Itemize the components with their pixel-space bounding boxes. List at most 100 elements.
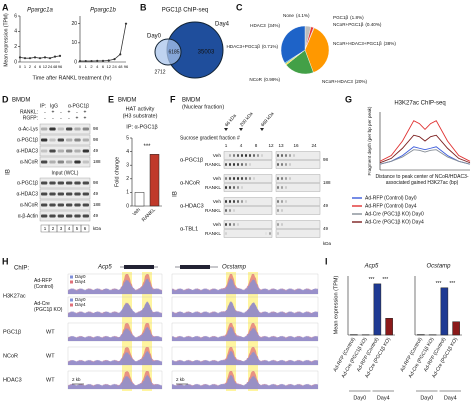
- track-signal: [172, 375, 318, 389]
- blot-band: [285, 200, 287, 203]
- x-tick-label: 2: [29, 64, 32, 69]
- blot-band: [41, 192, 48, 196]
- label: 98: [93, 126, 99, 131]
- line: [379, 146, 471, 165]
- blot-strip: [275, 183, 321, 192]
- panel-letter: H: [2, 256, 9, 266]
- blot-band: [289, 163, 291, 166]
- blot-band: [281, 186, 283, 189]
- blot-band: [241, 177, 243, 180]
- blot-band: [225, 209, 227, 212]
- label: Ocstamp: [222, 265, 247, 271]
- pie-slice: [280, 25, 306, 64]
- label: 49: [323, 203, 329, 208]
- legend-swatch: [70, 303, 73, 307]
- label: 188: [93, 202, 101, 207]
- label: 98: [323, 157, 329, 162]
- blot-band: [237, 200, 239, 203]
- legend-label: Ad-Cre (PGC1β KO) Day4: [365, 219, 424, 225]
- point: [96, 59, 99, 62]
- lane-box: [80, 224, 90, 233]
- blot-band: [253, 177, 255, 180]
- blot-band: [41, 138, 48, 142]
- blot-strip: [223, 151, 273, 160]
- chart-title: H3K27ac ChIP-seq: [394, 101, 445, 107]
- x-tick-label: 1: [85, 64, 88, 69]
- blot-band: [281, 163, 283, 166]
- legend-swatch: [70, 298, 73, 302]
- y-tick-label: 6: [14, 13, 17, 19]
- track-signal: [68, 374, 162, 389]
- blot-band: [57, 203, 64, 207]
- legend-label: Day0: [75, 274, 86, 279]
- blot-strip: [275, 220, 321, 229]
- label: α-HDAC3: [180, 203, 204, 209]
- group-label: Day4: [377, 395, 390, 401]
- blot-strip: [223, 174, 273, 183]
- label: Veh: [213, 222, 222, 228]
- x-tick-label: 48: [118, 64, 123, 69]
- blot-band: [229, 154, 231, 157]
- blot-band: [41, 127, 48, 131]
- blot-band: [225, 200, 227, 203]
- x-tick-label: 24: [112, 64, 117, 69]
- blot-band: [82, 192, 89, 196]
- legend-label: Ad-Cre (PGC1β KO) Day0: [365, 211, 424, 217]
- blot-band: [289, 154, 291, 157]
- blot-band: [277, 200, 279, 203]
- panel-letter: B: [140, 2, 147, 12]
- point: [113, 58, 116, 61]
- blot-band: [49, 181, 56, 185]
- point: [84, 59, 87, 63]
- blot-band: [285, 186, 287, 189]
- label: 12: [268, 143, 274, 148]
- blot-band: [82, 214, 89, 218]
- line: [379, 134, 471, 164]
- track-signal: [172, 301, 318, 317]
- blot-band: [281, 154, 283, 157]
- point: [33, 56, 37, 59]
- blot-band: [229, 163, 231, 166]
- point: [23, 57, 27, 60]
- label: RANKL: [205, 185, 221, 191]
- line: [379, 149, 471, 165]
- y-tick-label: 2: [14, 44, 17, 50]
- blot-band: [289, 177, 291, 180]
- label: 8: [255, 143, 258, 148]
- label: -: [44, 115, 46, 121]
- blot-band: [41, 160, 48, 164]
- label: -: [60, 115, 62, 121]
- label: 1: [225, 143, 228, 148]
- label: (Nuclear fraction): [182, 104, 224, 110]
- y-axis-label: Fragment depth (per bp per peak): [367, 106, 372, 175]
- pie-label: NCoR+HDAC3 (20%): [322, 79, 367, 84]
- y-tick-label: 0: [74, 59, 77, 65]
- blot-band: [229, 209, 231, 212]
- label: +: [52, 109, 55, 115]
- label: IP:: [40, 103, 46, 109]
- label: Veh: [213, 153, 222, 159]
- label: BMDM: [12, 98, 30, 104]
- condition-label: Ad-Cre (PGC1β KO): [34, 301, 63, 313]
- label: α-PGC1β: [180, 157, 203, 163]
- blot-band: [74, 160, 81, 164]
- legend-label: Day4: [75, 302, 86, 307]
- pie-label-name: NCoR+HDAC3+PGC1β: [333, 41, 382, 46]
- venn-set-label: Day0: [147, 34, 162, 40]
- line: [80, 23, 127, 62]
- pie-label-value: (0.71%): [262, 44, 279, 49]
- blot-band: [82, 138, 89, 142]
- significance: ***: [143, 144, 151, 150]
- blot-strip: [39, 145, 91, 157]
- panel-letter: A: [2, 2, 9, 12]
- label: 3: [60, 226, 63, 231]
- label: IB: [6, 169, 12, 175]
- blot-band: [233, 186, 235, 189]
- blot-strip: [39, 188, 91, 200]
- label: α-PGC1β: [68, 103, 89, 109]
- blot-band: [66, 160, 73, 164]
- label: α-Ac-Lys: [18, 126, 38, 132]
- legend-label: Ad-RFP (Control) Day4: [365, 203, 417, 209]
- pie-label-name: HDAC3: [250, 23, 266, 28]
